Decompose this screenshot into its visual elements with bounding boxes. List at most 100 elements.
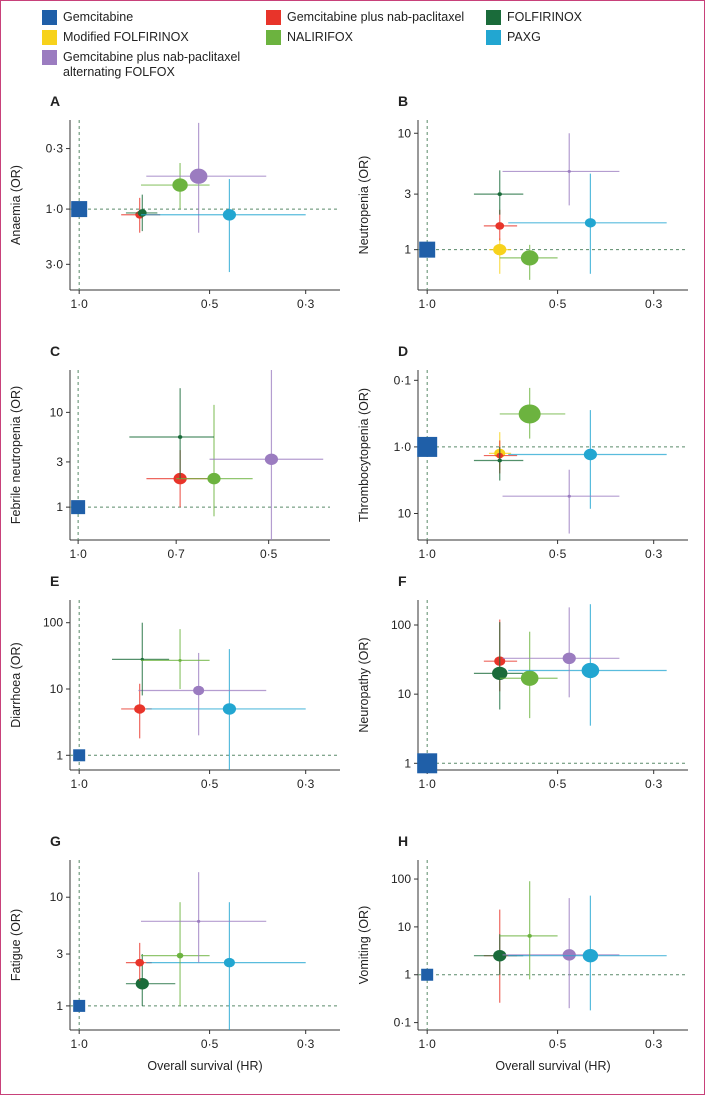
y-tick-label: 0·3	[46, 142, 64, 156]
data-point	[518, 404, 541, 424]
y-tick-label: 0·1	[394, 373, 412, 387]
data-point	[493, 243, 507, 256]
x-tick-label: 1·0	[71, 297, 89, 311]
x-tick-label: 0·5	[549, 297, 567, 311]
data-point	[562, 949, 576, 961]
data-point-square	[417, 436, 438, 457]
y-tick-label: 3	[56, 455, 63, 469]
y-axis-label: Neutropenia (OR)	[357, 156, 371, 255]
x-tick-label: 1·0	[419, 297, 437, 311]
legend-swatch	[266, 30, 281, 45]
data-point-square	[73, 749, 86, 762]
y-axis-label: Fatigue (OR)	[9, 909, 23, 981]
data-point-square	[71, 500, 86, 515]
y-tick-label: 1	[404, 756, 411, 770]
y-tick-label: 10	[50, 682, 64, 696]
legend-swatch	[486, 10, 501, 25]
y-tick-label: 1	[56, 748, 63, 762]
y-tick-label: 1	[56, 500, 63, 514]
legend-label: Gemcitabine plus nab-paclitaxel	[287, 10, 465, 24]
y-axis-label: Diarrhoea (OR)	[9, 642, 23, 727]
x-tick-label: 1·0	[71, 777, 89, 791]
data-point	[520, 250, 539, 266]
x-tick-label: 0·7	[167, 547, 185, 561]
x-axis-label: Overall survival (HR)	[495, 1059, 610, 1073]
y-tick-label: 10	[398, 687, 412, 701]
data-point	[520, 670, 539, 686]
y-tick-label: 1·0	[46, 202, 64, 216]
x-tick-label: 0·5	[201, 297, 219, 311]
legend-item: NALIRIFOX	[266, 30, 353, 45]
data-point	[567, 494, 571, 498]
x-tick-label: 0·5	[201, 1037, 219, 1051]
data-point	[222, 209, 237, 221]
data-point	[176, 952, 184, 959]
data-point	[196, 919, 201, 923]
legend-swatch	[42, 50, 57, 65]
data-point-square	[419, 241, 436, 258]
x-tick-label: 1·0	[69, 547, 87, 561]
y-axis-label: Febrile neutropenia (OR)	[9, 386, 23, 524]
x-tick-label: 1·0	[419, 777, 437, 791]
data-point-square	[71, 201, 88, 218]
y-tick-label: 0·1	[394, 1016, 412, 1030]
legend-label: PAXG	[507, 30, 541, 44]
y-tick-label: 3	[56, 947, 63, 961]
panel-letter: G	[50, 833, 61, 849]
data-point-square	[417, 753, 438, 774]
y-tick-label: 10	[50, 890, 64, 904]
y-tick-label: 3	[404, 187, 411, 201]
x-tick-label: 0·3	[645, 1037, 663, 1051]
y-tick-label: 1·0	[394, 440, 412, 454]
legend-item: PAXG	[486, 30, 541, 45]
data-point	[497, 458, 502, 463]
x-tick-label: 0·3	[297, 777, 315, 791]
data-point	[223, 957, 235, 968]
data-point	[177, 435, 183, 439]
panel-e: E 1 10 100 1·0 0·5 0·3 Diarrhoea (OR)	[9, 573, 340, 791]
data-point	[582, 949, 599, 963]
panel-g: G 1 3 10 1·0 0·5 0·3 Fatigue (OR) Overall surviv…	[9, 833, 340, 1073]
legend-label-line: alternating FOLFOX	[63, 65, 175, 79]
legend-label: Gemcitabine plus nab-paclitaxel alternat…	[63, 50, 240, 80]
panel-c: C 1 3 10 1·0 0·7 0·5 Febrile neutropenia (OR)	[9, 343, 330, 561]
data-point-square	[73, 999, 86, 1012]
y-tick-label: 10	[398, 126, 412, 140]
legend-item: Gemcitabine	[42, 10, 133, 25]
legend-swatch	[266, 10, 281, 25]
legend-swatch	[42, 30, 57, 45]
data-point	[193, 685, 205, 696]
legend-label: NALIRIFOX	[287, 30, 353, 44]
x-tick-label: 0·5	[549, 547, 567, 561]
x-tick-label: 1·0	[71, 1037, 89, 1051]
data-point	[492, 666, 508, 680]
y-tick-label: 10	[398, 507, 412, 521]
data-point	[134, 704, 146, 714]
y-axis-label: Thrombocytopenia (OR)	[357, 388, 371, 522]
legend-item: Gemcitabine plus nab-paclitaxel alternat…	[42, 50, 240, 80]
y-tick-label: 100	[43, 616, 63, 630]
panel-letter: D	[398, 343, 408, 359]
data-point	[207, 472, 221, 485]
data-point-square	[421, 968, 434, 981]
legend-label: Gemcitabine	[63, 10, 134, 24]
panel-letter: H	[398, 833, 408, 849]
y-tick-label: 100	[391, 618, 411, 632]
data-point	[135, 978, 149, 990]
legend-item: Modified FOLFIRINOX	[42, 30, 189, 45]
panel-h: H 0·1 1 10 100 1·0 0·5 0·3 Vomiting (OR) Overall …	[357, 833, 688, 1073]
x-tick-label: 0·3	[645, 777, 663, 791]
legend-swatch	[42, 10, 57, 25]
x-tick-label: 0·5	[549, 777, 567, 791]
y-tick-label: 100	[391, 872, 411, 886]
panel-letter: C	[50, 343, 60, 359]
data-point	[178, 658, 182, 662]
panel-a: A 0·3 1·0 3·0 1·0 0·5 0·3 Anaemia (OR)	[9, 93, 340, 311]
panel-letter: F	[398, 573, 407, 589]
data-point	[222, 703, 237, 715]
panel-f: F 1 10 100 1·0 0·5 0·3 Neuropathy (OR)	[357, 573, 688, 791]
legend-label-line: Gemcitabine plus nab-paclitaxel	[63, 50, 241, 64]
legend-swatch	[486, 30, 501, 45]
